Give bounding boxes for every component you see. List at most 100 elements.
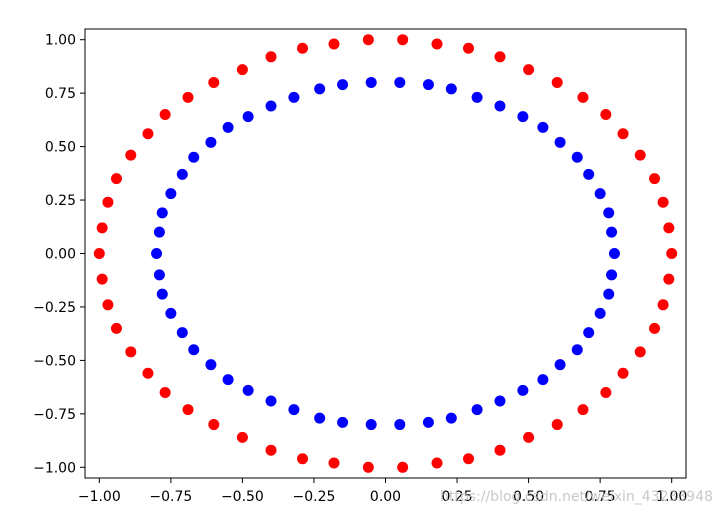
data-point-series-0 <box>551 76 563 88</box>
data-point-series-0 <box>463 453 474 465</box>
x-tick-label: −0.50 <box>221 489 264 505</box>
data-point-series-1 <box>554 359 566 371</box>
data-point-series-1 <box>537 374 549 386</box>
data-point-series-0 <box>159 109 171 121</box>
data-point-series-0 <box>236 64 248 76</box>
data-point-series-0 <box>142 367 154 379</box>
data-point-series-1 <box>583 168 595 180</box>
y-tick-label: −1.00 <box>33 460 76 476</box>
data-point-series-0 <box>463 42 474 54</box>
data-point-series-0 <box>208 419 220 431</box>
data-point-series-1 <box>365 419 377 431</box>
data-point-series-1 <box>494 100 506 112</box>
data-point-series-1 <box>394 76 406 88</box>
data-point-series-0 <box>431 38 443 50</box>
data-point-series-0 <box>93 248 105 259</box>
data-point-series-0 <box>617 128 629 140</box>
data-point-series-0 <box>494 51 506 63</box>
data-point-series-1 <box>314 83 326 95</box>
data-point-series-1 <box>156 207 168 219</box>
x-axis: −1.00 −0.75 −0.50 −0.25 0.00 0.25 0.50 0.75 1.00 <box>78 478 687 505</box>
data-point-series-1 <box>594 307 606 319</box>
data-point-series-0 <box>125 346 137 358</box>
data-point-series-1 <box>337 416 349 428</box>
x-tick-label: 0.75 <box>585 489 616 505</box>
data-point-series-1 <box>153 269 165 281</box>
y-tick-label: −0.25 <box>33 300 76 316</box>
data-point-series-1 <box>594 188 606 200</box>
x-tick-label: 0.00 <box>370 489 401 505</box>
x-tick-label: −0.25 <box>292 489 335 505</box>
data-point-series-1 <box>517 111 529 123</box>
y-tick-label: 0.75 <box>45 86 76 102</box>
data-point-series-1 <box>288 404 300 416</box>
data-point-series-0 <box>236 431 248 443</box>
data-point-series-1 <box>151 248 163 259</box>
data-point-series-1 <box>288 91 300 103</box>
x-tick-label: 0.50 <box>513 489 544 505</box>
data-point-series-0 <box>362 461 374 473</box>
data-point-series-1 <box>608 248 620 259</box>
data-point-series-0 <box>397 461 409 473</box>
x-tick-label: −0.75 <box>149 489 192 505</box>
data-point-series-0 <box>523 64 535 76</box>
watermark: https://blog.csdn.net/weixin_43233948 <box>440 489 714 505</box>
data-point-series-0 <box>182 404 194 416</box>
data-point-series-1 <box>265 395 277 407</box>
data-point-series-1 <box>422 416 434 428</box>
data-point-series-0 <box>649 322 661 334</box>
data-point-series-1 <box>314 412 326 424</box>
data-point-series-0 <box>600 109 612 121</box>
y-axis: 1.00 0.75 0.50 0.25 0.00 −0.25 −0.50 −0.75 −1.00 <box>33 33 85 476</box>
data-point-series-0 <box>494 444 506 456</box>
data-point-series-0 <box>125 149 137 161</box>
data-point-series-1 <box>471 91 483 103</box>
data-point-series-0 <box>142 128 154 140</box>
data-point-series-1 <box>583 327 595 339</box>
data-point-series-0 <box>182 91 194 103</box>
data-point-series-1 <box>422 79 434 91</box>
data-point-series-1 <box>445 83 457 95</box>
data-point-series-0 <box>600 386 612 398</box>
data-point-series-1 <box>222 121 234 133</box>
data-point-series-1 <box>222 374 234 386</box>
data-point-series-0 <box>328 38 340 50</box>
data-point-series-1 <box>554 136 566 148</box>
data-point-series-0 <box>328 457 340 469</box>
data-point-series-1 <box>537 121 549 133</box>
data-point-series-0 <box>634 149 646 161</box>
data-point-series-0 <box>663 222 675 234</box>
data-point-series-0 <box>577 404 589 416</box>
data-point-series-0 <box>551 419 563 431</box>
data-point-series-0 <box>110 173 122 185</box>
data-point-series-0 <box>265 444 277 456</box>
data-point-series-1 <box>571 151 583 163</box>
data-point-series-1 <box>165 307 177 319</box>
data-point-series-1 <box>517 384 529 396</box>
y-tick-label: −0.50 <box>33 353 76 369</box>
data-point-series-1 <box>494 395 506 407</box>
data-point-series-1 <box>337 79 349 91</box>
data-point-series-0 <box>297 453 308 465</box>
data-point-series-0 <box>96 273 108 285</box>
x-tick-label: 0.25 <box>441 489 472 505</box>
y-tick-label: 0.25 <box>45 193 76 209</box>
data-point-series-1 <box>176 327 188 339</box>
data-point-series-0 <box>110 322 122 334</box>
axes-frame <box>84 28 687 479</box>
data-point-series-1 <box>188 344 200 356</box>
data-point-series-0 <box>634 346 646 358</box>
data-point-series-0 <box>208 76 220 88</box>
y-tick-label: 0.00 <box>45 247 76 263</box>
data-point-series-0 <box>523 431 535 443</box>
data-point-series-1 <box>176 168 188 180</box>
data-point-series-0 <box>397 34 409 46</box>
data-point-series-1 <box>603 207 615 219</box>
y-tick-label: 1.00 <box>45 33 76 49</box>
data-point-series-0 <box>649 173 661 185</box>
data-point-series-1 <box>165 188 177 200</box>
data-point-series-0 <box>265 51 277 63</box>
x-tick-label: −1.00 <box>78 489 121 505</box>
data-point-series-0 <box>96 222 108 234</box>
